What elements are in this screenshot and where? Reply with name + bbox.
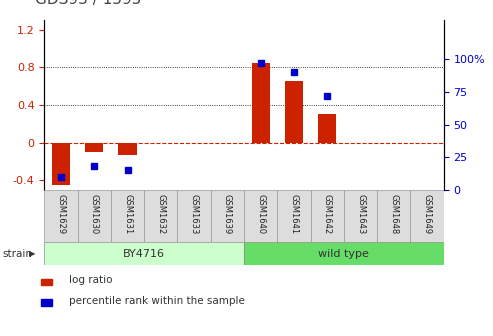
Text: GSM1641: GSM1641 [289, 194, 298, 234]
Text: GSM1639: GSM1639 [223, 194, 232, 234]
Text: percentile rank within the sample: percentile rank within the sample [69, 296, 245, 306]
Text: GSM1629: GSM1629 [57, 194, 66, 234]
Text: ▶: ▶ [29, 249, 35, 258]
Text: GSM1631: GSM1631 [123, 194, 132, 234]
Text: BY4716: BY4716 [123, 249, 165, 259]
Text: GSM1632: GSM1632 [156, 194, 165, 234]
Text: GSM1648: GSM1648 [389, 194, 398, 234]
Text: GSM1640: GSM1640 [256, 194, 265, 234]
Bar [44, 190, 77, 242]
Bar [52, 143, 70, 185]
Text: wild type: wild type [318, 249, 369, 259]
Bar [118, 143, 137, 155]
Bar [277, 190, 311, 242]
Text: GSM1642: GSM1642 [323, 194, 332, 234]
Bar [244, 190, 277, 242]
Bar [311, 190, 344, 242]
Text: GSM1649: GSM1649 [423, 194, 431, 234]
Bar [285, 81, 303, 143]
Bar [410, 190, 444, 242]
Text: GSM1633: GSM1633 [190, 194, 199, 235]
Bar [177, 190, 211, 242]
Bar [41, 279, 52, 285]
Bar [377, 190, 410, 242]
Bar [251, 62, 270, 143]
Bar [244, 242, 444, 265]
Bar [111, 190, 144, 242]
Text: strain: strain [2, 249, 33, 259]
Bar [41, 299, 52, 306]
Bar [44, 242, 244, 265]
Bar [85, 143, 104, 152]
Text: GSM1643: GSM1643 [356, 194, 365, 234]
Bar [77, 190, 111, 242]
Text: log ratio: log ratio [69, 275, 112, 285]
Text: GDS93 / 1595: GDS93 / 1595 [35, 0, 141, 7]
Bar [318, 115, 336, 143]
Bar [211, 190, 244, 242]
Bar [344, 190, 377, 242]
Text: GSM1630: GSM1630 [90, 194, 99, 234]
Bar [144, 190, 177, 242]
